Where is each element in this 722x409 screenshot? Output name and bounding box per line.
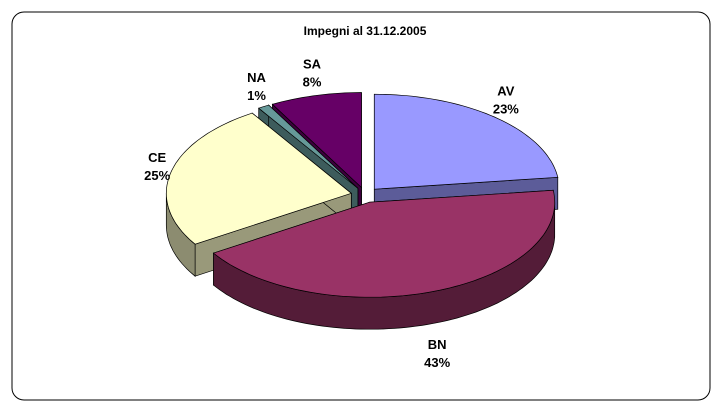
- slice-value-label: 43%: [424, 355, 450, 370]
- slice-value-label: 23%: [493, 102, 519, 117]
- slice-label: NA: [247, 70, 266, 85]
- slice: [165, 112, 353, 245]
- slice: [271, 92, 362, 189]
- slice: [373, 93, 559, 190]
- chart-title: Impegni al 31.12.2005: [304, 24, 427, 38]
- slice-value-label: 8%: [303, 74, 322, 89]
- slice-value-label: 1%: [247, 88, 266, 103]
- slice-label: BN: [428, 337, 447, 352]
- slice: [212, 189, 556, 298]
- slice-value-label: 25%: [144, 168, 170, 183]
- slice-label: CE: [148, 150, 166, 165]
- slice: [257, 104, 359, 189]
- slice-label: AV: [497, 84, 514, 99]
- slice-label: SA: [303, 56, 322, 71]
